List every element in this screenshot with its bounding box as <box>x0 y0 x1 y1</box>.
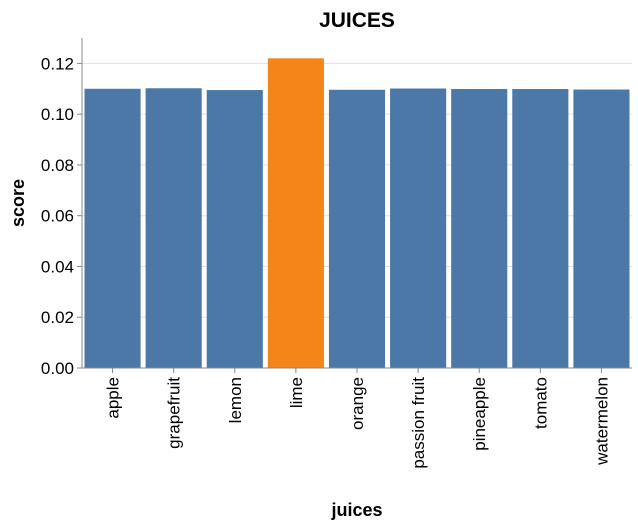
y-tick-label: 0.12 <box>41 54 74 73</box>
x-tick-label: watermelon <box>592 377 611 466</box>
bar-passion-fruit <box>390 88 447 368</box>
bar-orange <box>328 89 386 369</box>
y-tick-label: 0.04 <box>41 257 74 276</box>
x-axis-title: juices <box>330 500 382 520</box>
chart-title: JUICES <box>319 9 395 32</box>
x-tick-label: pineapple <box>470 377 489 451</box>
bars <box>84 58 630 369</box>
x-tick-label: passion fruit <box>409 377 428 469</box>
bar-grapefruit <box>145 88 202 368</box>
bar-lemon <box>206 90 263 369</box>
bar-apple <box>84 88 141 369</box>
x-axis: apple grapefruit lemon lime orange passion fr… <box>82 367 632 469</box>
x-tick-label: tomato <box>531 377 550 429</box>
x-tick-label: lemon <box>226 377 245 423</box>
x-tick-label: orange <box>348 377 367 430</box>
y-tick-label: 0.06 <box>41 207 74 226</box>
x-tick-label: apple <box>104 377 123 419</box>
y-axis-title: score <box>8 179 28 227</box>
x-tick-label: lime <box>287 377 306 408</box>
bar-watermelon <box>573 89 630 369</box>
y-tick-label: 0.08 <box>41 156 74 175</box>
y-tick-label: 0.02 <box>41 308 74 327</box>
bar-lime <box>267 58 324 369</box>
y-axis: 0.00 0.02 0.04 0.06 0.08 0.10 0.12 <box>41 38 83 378</box>
bar-tomato <box>512 89 569 369</box>
x-tick-label: grapefruit <box>165 377 184 449</box>
y-tick-label: 0.00 <box>41 359 74 378</box>
bar-pineapple <box>451 89 508 369</box>
y-tick-label: 0.10 <box>41 105 74 124</box>
